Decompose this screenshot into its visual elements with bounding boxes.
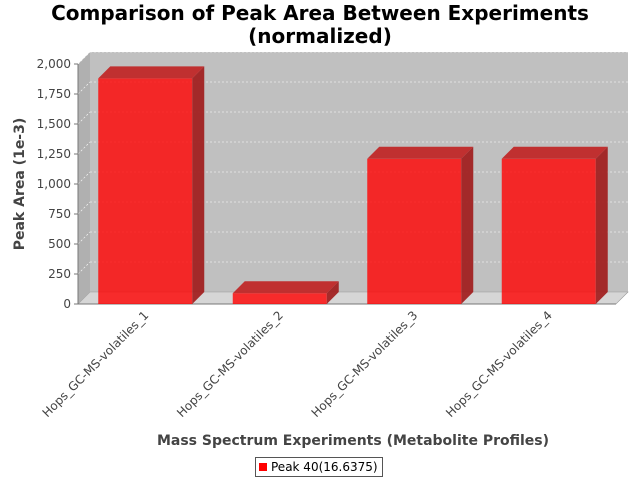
bar-side: [192, 66, 205, 305]
chart-subtitle: (normalized): [248, 24, 392, 48]
bar: [367, 158, 462, 304]
gridline-diagonal: [77, 81, 91, 95]
chart-title-main: Comparison of Peak Area Between Experime…: [51, 1, 589, 25]
gridline-diagonal: [77, 261, 91, 275]
y-tick-label: 1,500: [37, 117, 71, 131]
bar: [98, 78, 193, 305]
gridline-diagonal: [77, 201, 91, 215]
y-tick-label: 2,000: [37, 57, 71, 71]
chart-title: Comparison of Peak Area Between Experime…: [0, 2, 640, 48]
bar-side: [595, 146, 608, 304]
gridline-diagonal: [77, 171, 91, 185]
y-tick-label: 750: [48, 207, 71, 221]
x-tick-label: Hops_GC-MS-volatiles_1: [40, 308, 152, 420]
y-tick-label: 0: [63, 297, 71, 311]
bar-top: [232, 281, 339, 294]
gridline-diagonal: [77, 51, 91, 65]
gridline-diagonal: [77, 231, 91, 245]
bar-top: [98, 66, 205, 79]
bar-side: [461, 146, 474, 304]
y-tick-label: 1,750: [37, 87, 71, 101]
legend: Peak 40(16.6375): [255, 457, 383, 477]
y-axis-label: Peak Area (1e-3): [12, 118, 28, 251]
bar: [501, 158, 596, 304]
gridline-diagonal: [77, 141, 91, 155]
x-axis-label: Mass Spectrum Experiments (Metabolite Pr…: [157, 433, 549, 449]
x-tick-label: Hops_GC-MS-volatiles_2: [174, 308, 286, 420]
legend-label: Peak 40(16.6375): [271, 460, 378, 474]
bar: [232, 293, 327, 304]
x-tick-label: Hops_GC-MS-volatiles_3: [309, 308, 421, 420]
y-tick-label: 250: [48, 267, 71, 281]
y-tick-label: 500: [48, 237, 71, 251]
bar-top: [501, 146, 608, 159]
legend-swatch: [259, 463, 267, 471]
x-tick-label: Hops_GC-MS-volatiles_4: [443, 308, 555, 420]
bar-side: [326, 281, 339, 304]
y-tick-label: 1,000: [37, 177, 71, 191]
bar-top: [367, 146, 474, 159]
gridline-diagonal: [77, 111, 91, 125]
y-tick-label: 1,250: [37, 147, 71, 161]
